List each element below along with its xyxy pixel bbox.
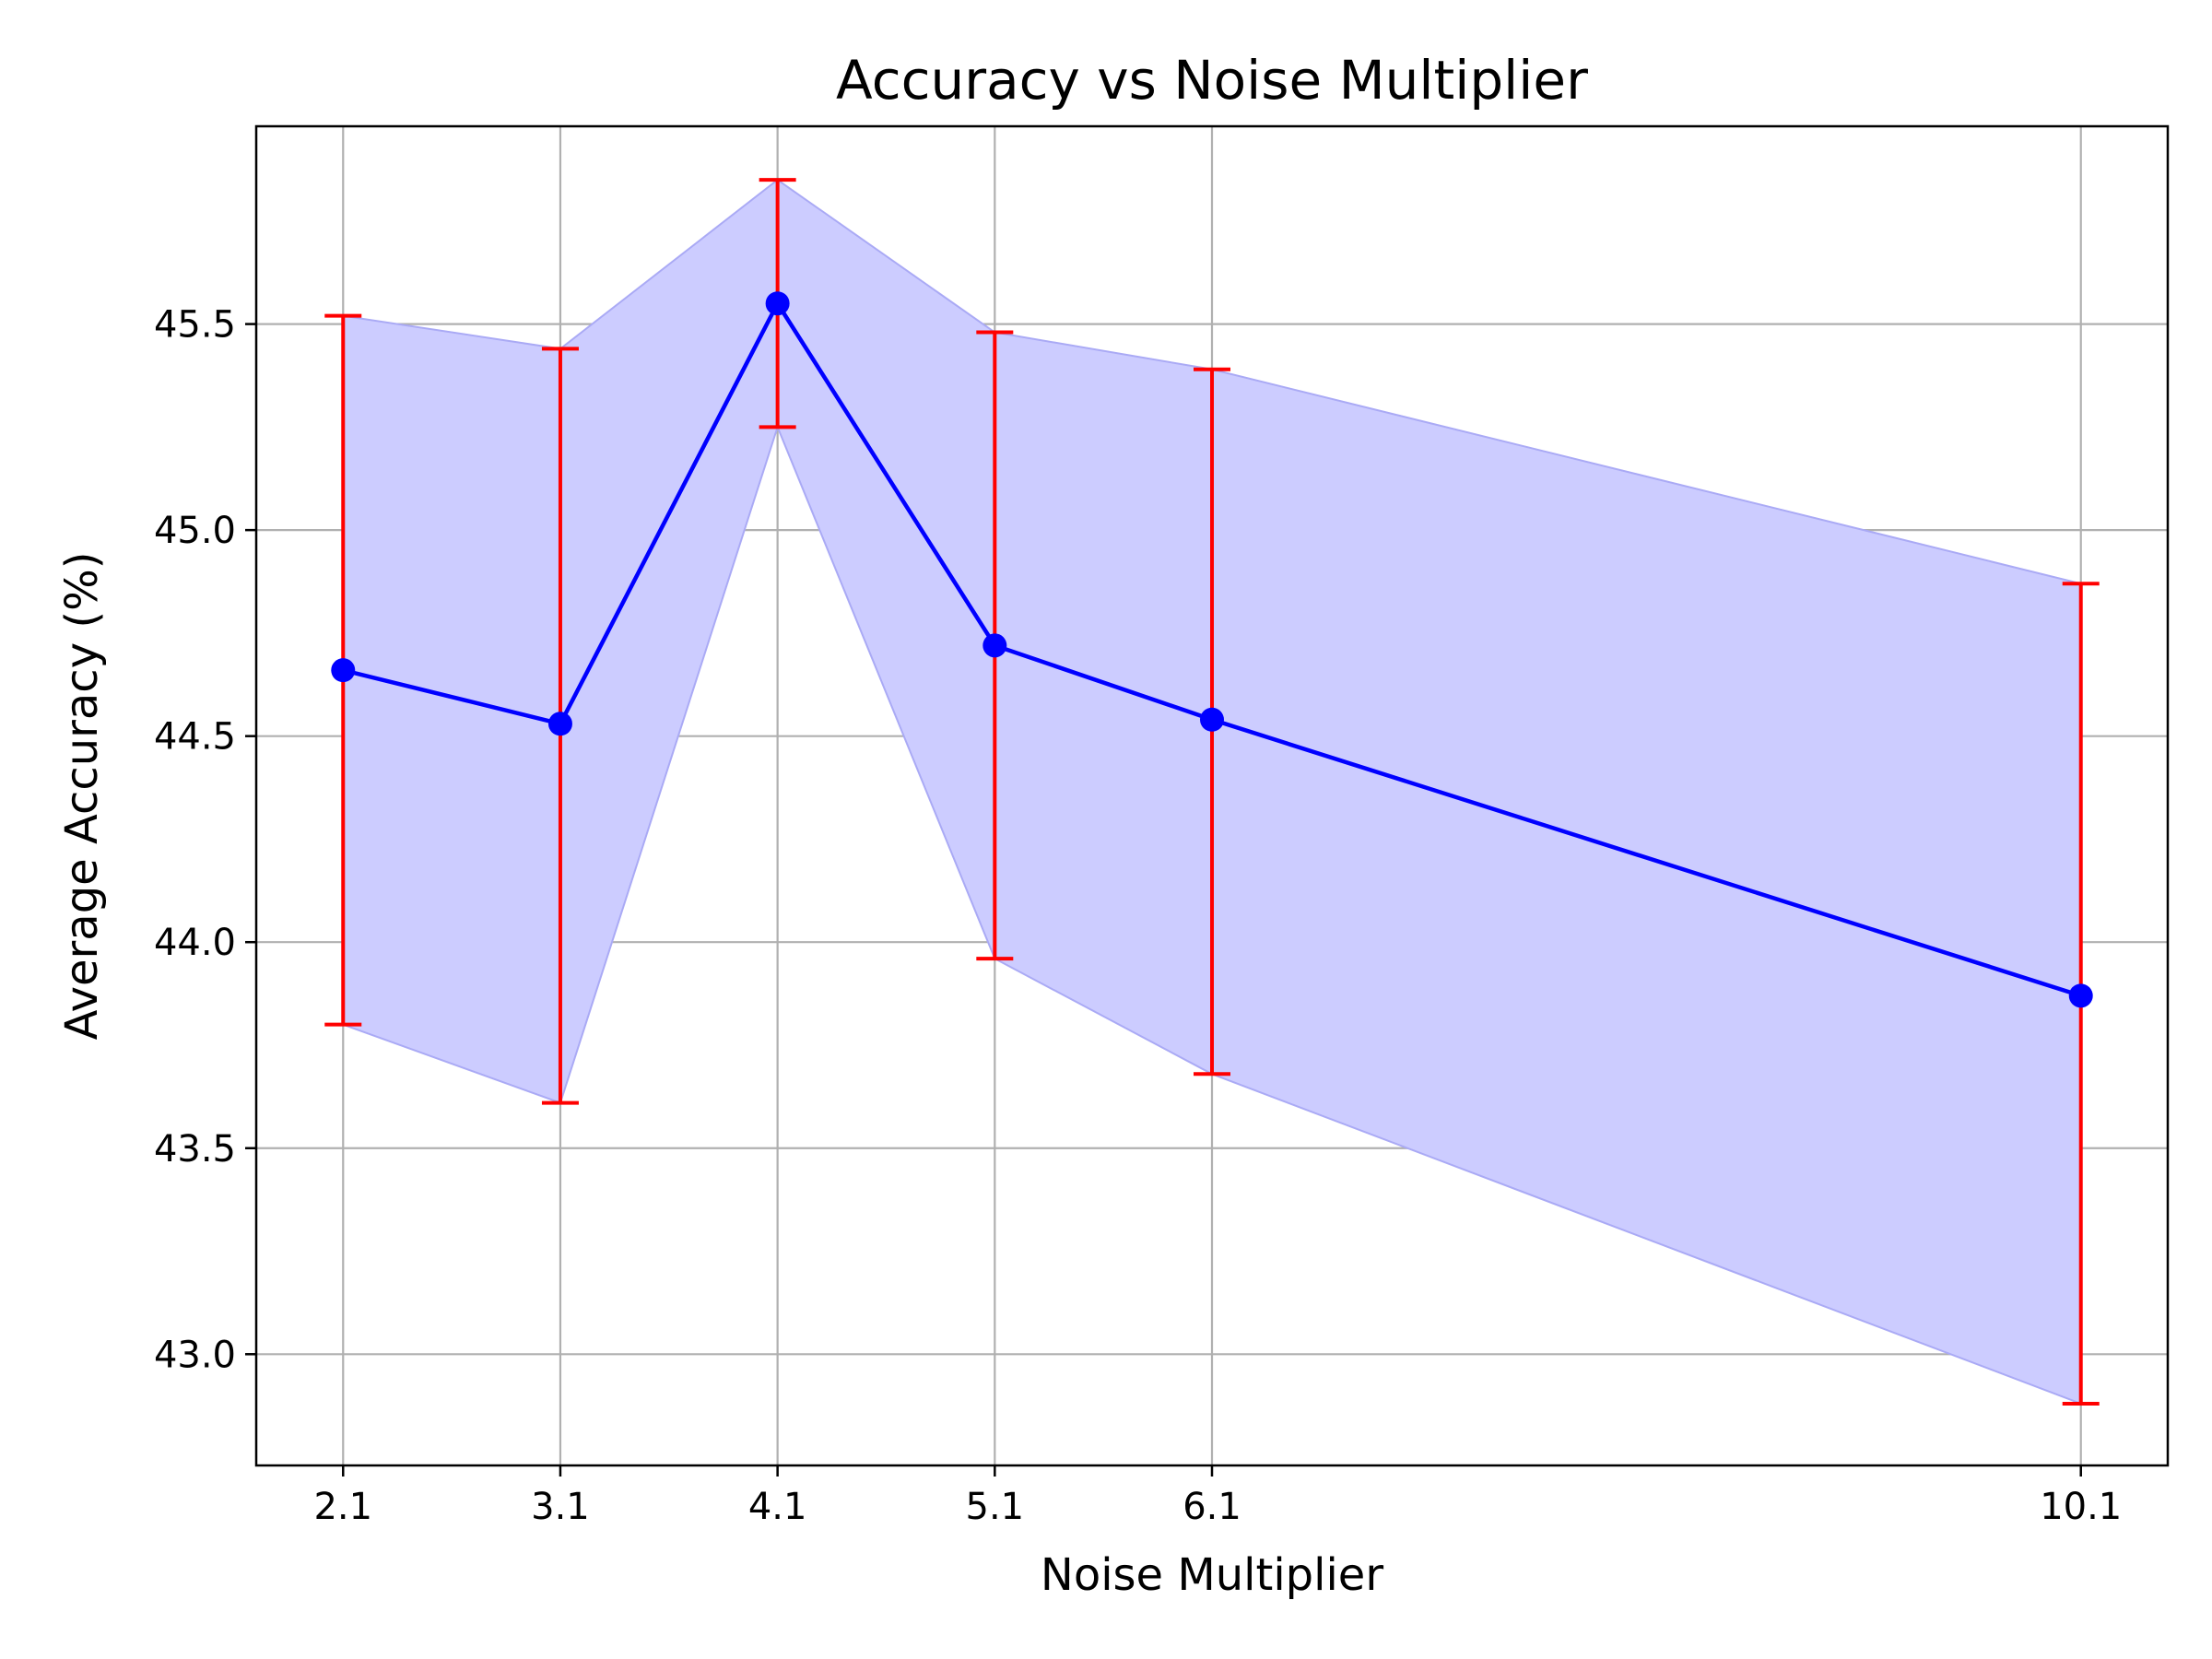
x-tick-label: 5.1 (966, 1486, 1025, 1528)
x-axis-ticks: 2.1 3.1 4.1 5.1 6.1 10.1 (313, 1465, 2122, 1528)
y-tick-label: 45.0 (154, 510, 236, 552)
y-tick-label: 44.0 (154, 922, 236, 964)
data-markers (331, 291, 2093, 1008)
y-tick-label: 44.5 (154, 716, 236, 759)
x-tick-label: 3.1 (531, 1486, 590, 1528)
y-tick-label: 45.5 (154, 304, 236, 347)
series-line-layer (342, 300, 2082, 998)
y-axis-label: Average Accuracy (%) (56, 552, 108, 1041)
x-tick-label: 2.1 (313, 1486, 372, 1528)
x-tick-label: 6.1 (1182, 1486, 1241, 1528)
series-line (342, 300, 2082, 998)
y-tick-label: 43.5 (154, 1128, 236, 1171)
data-point (547, 712, 572, 736)
data-point (982, 633, 1007, 658)
data-point (1200, 707, 1224, 732)
x-tick-label: 4.1 (748, 1486, 807, 1528)
data-point (331, 658, 356, 683)
x-axis-label: Noise Multiplier (1041, 1549, 1383, 1601)
data-point (765, 291, 790, 316)
y-axis-ticks: 43.0 43.5 44.0 44.5 45.0 45.5 (154, 304, 256, 1376)
chart-title: Accuracy vs Noise Multiplier (836, 49, 1588, 112)
data-point (2068, 983, 2093, 1008)
x-tick-label: 10.1 (2040, 1486, 2122, 1528)
y-tick-label: 43.0 (154, 1334, 236, 1376)
